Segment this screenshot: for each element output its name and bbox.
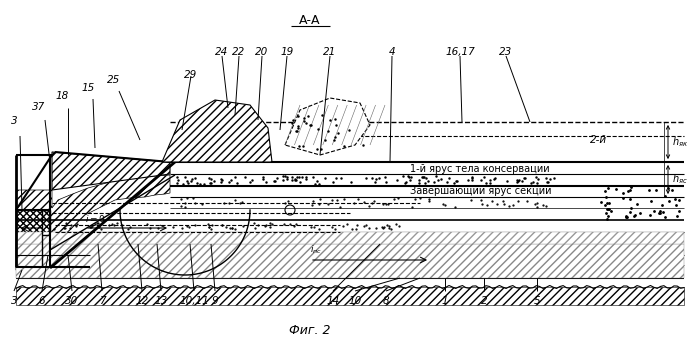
Text: 37: 37 [32, 102, 45, 112]
Text: 10,11: 10,11 [179, 296, 209, 306]
Text: 15: 15 [81, 83, 94, 93]
Text: 2-й: 2-й [590, 135, 607, 145]
Text: 18: 18 [55, 91, 69, 101]
Polygon shape [16, 232, 684, 244]
Text: 9: 9 [212, 296, 218, 306]
Text: $i=0$: $i=0$ [85, 213, 106, 224]
Polygon shape [16, 244, 684, 278]
Text: 23: 23 [499, 47, 512, 57]
Text: 8: 8 [382, 296, 389, 306]
Text: 21: 21 [324, 47, 337, 57]
Text: 5: 5 [534, 296, 540, 306]
Text: Фиг. 2: Фиг. 2 [289, 324, 331, 337]
Text: 3: 3 [10, 296, 17, 306]
Text: 6: 6 [38, 296, 45, 306]
Polygon shape [285, 98, 370, 155]
Text: 10: 10 [348, 296, 361, 306]
Text: $h_{як}$: $h_{як}$ [672, 135, 689, 149]
Text: 29: 29 [185, 70, 198, 80]
Text: 2: 2 [481, 296, 487, 306]
Text: 14: 14 [326, 296, 340, 306]
Text: 4: 4 [389, 47, 396, 57]
Polygon shape [16, 287, 684, 305]
Text: 16,17: 16,17 [445, 47, 475, 57]
Text: 1-й ярус тела консервации: 1-й ярус тела консервации [410, 164, 549, 174]
Polygon shape [52, 152, 170, 190]
Text: 19: 19 [280, 47, 294, 57]
Text: $i_{пс}$: $i_{пс}$ [310, 244, 322, 256]
Text: Завершающий ярус секции: Завершающий ярус секции [410, 186, 552, 196]
Text: 12: 12 [136, 296, 149, 306]
Text: $h_{яс}$: $h_{яс}$ [672, 173, 688, 186]
Text: 3: 3 [10, 116, 17, 126]
Polygon shape [16, 210, 50, 267]
Polygon shape [16, 200, 50, 270]
Text: 20: 20 [255, 47, 268, 57]
Text: А-А: А-А [299, 13, 321, 26]
Polygon shape [16, 175, 170, 270]
Text: 30: 30 [66, 296, 78, 306]
Text: 13: 13 [154, 296, 168, 306]
Text: 25: 25 [108, 75, 121, 85]
Polygon shape [162, 100, 272, 162]
Text: 24: 24 [215, 47, 229, 57]
Text: 7: 7 [99, 296, 106, 306]
Text: 22: 22 [232, 47, 245, 57]
Text: 1: 1 [442, 296, 448, 306]
